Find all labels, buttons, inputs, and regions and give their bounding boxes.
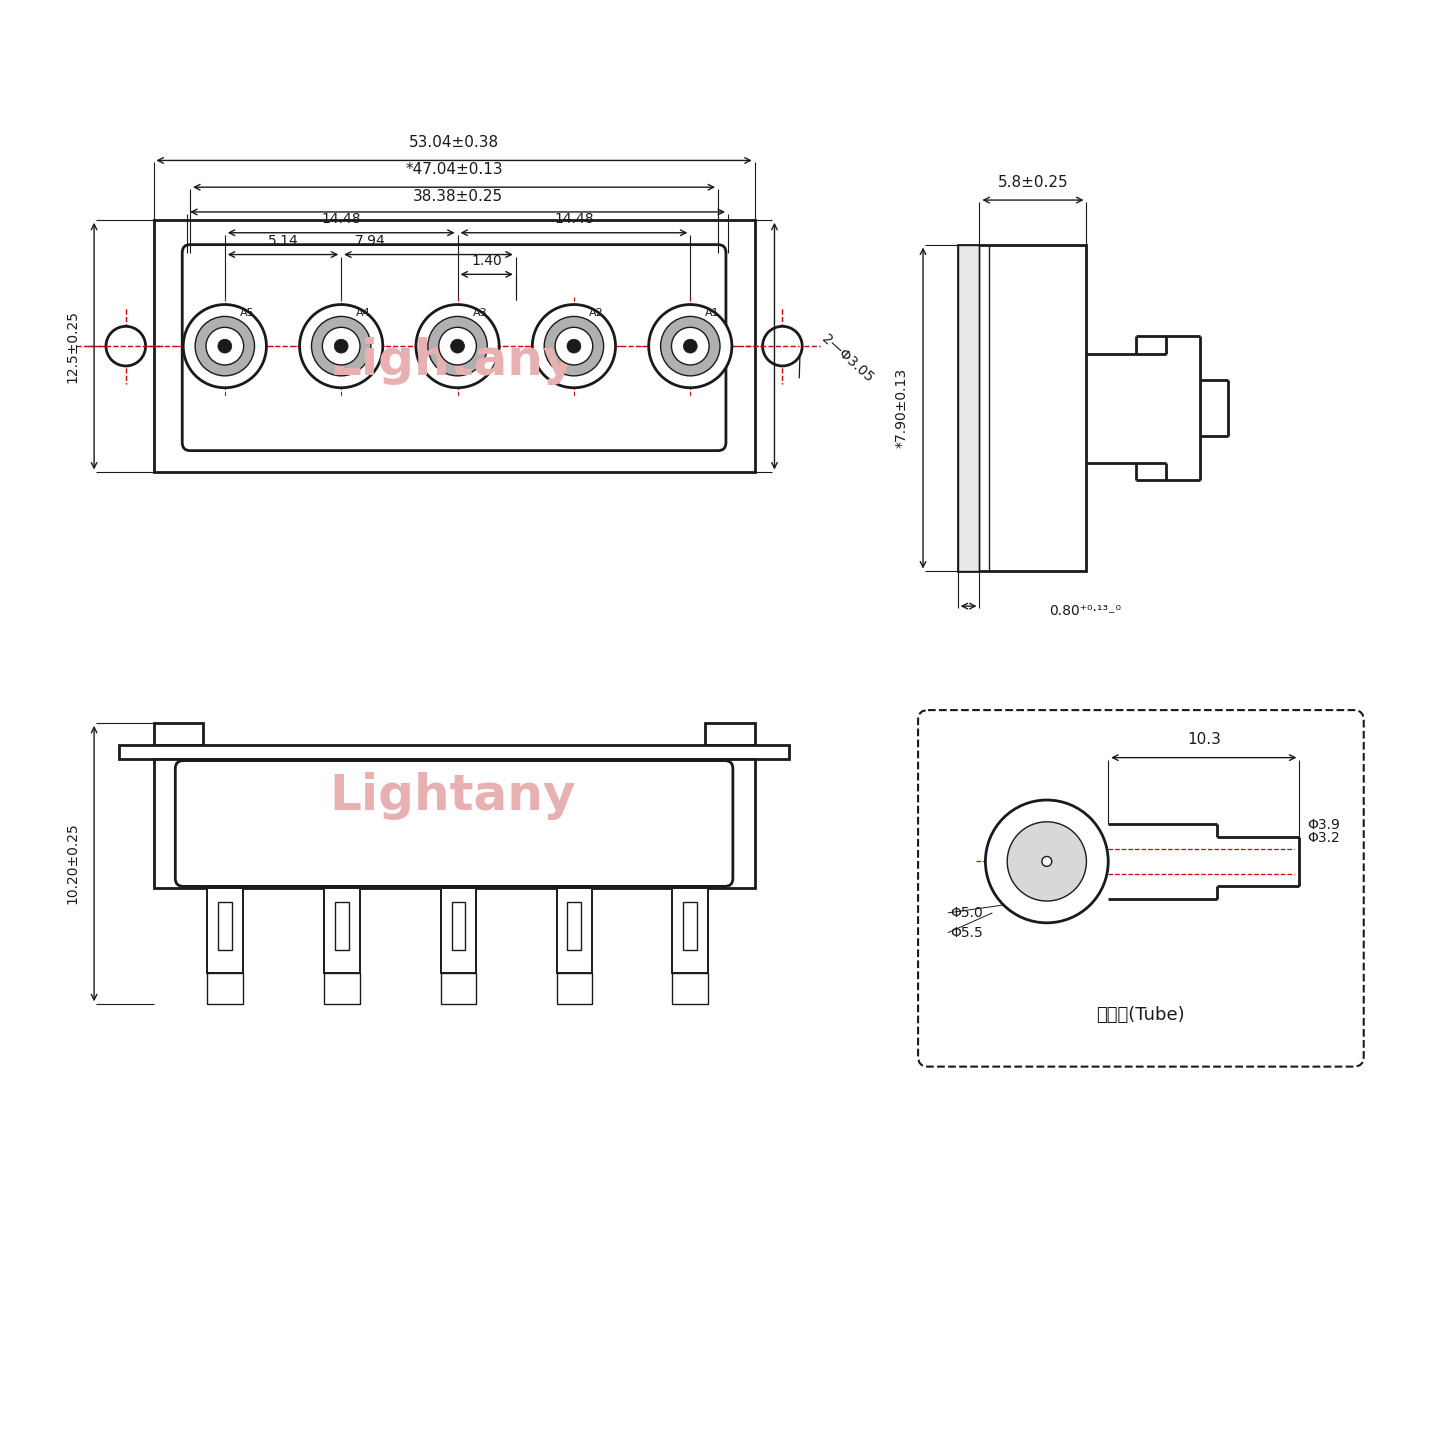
Text: Φ5.5: Φ5.5	[950, 926, 982, 940]
FancyBboxPatch shape	[176, 760, 733, 887]
Text: Φ3.9: Φ3.9	[1308, 818, 1341, 832]
Text: 7.94: 7.94	[354, 233, 386, 248]
Text: 53.04±0.38: 53.04±0.38	[409, 135, 500, 150]
Text: Lightany: Lightany	[330, 772, 576, 821]
Text: *47.04±0.13: *47.04±0.13	[405, 161, 503, 177]
Bar	[672, 888, 708, 972]
Text: 38.38±0.25: 38.38±0.25	[412, 189, 503, 203]
Bar	[207, 972, 243, 1004]
Text: 12.5±0.25: 12.5±0.25	[65, 310, 79, 383]
Bar	[120, 744, 789, 759]
Bar	[557, 972, 592, 1004]
Bar	[334, 903, 348, 950]
Bar	[441, 888, 477, 972]
Bar	[154, 759, 755, 888]
Text: Lightany: Lightany	[330, 337, 576, 384]
Circle shape	[1007, 822, 1086, 901]
Circle shape	[428, 317, 487, 376]
Text: A1: A1	[706, 308, 720, 318]
Bar	[324, 888, 360, 972]
Circle shape	[416, 304, 500, 387]
Circle shape	[554, 327, 593, 364]
Bar	[324, 972, 360, 1004]
Text: 1.40: 1.40	[471, 255, 503, 268]
Bar	[684, 903, 697, 950]
Text: A2: A2	[589, 308, 603, 318]
Text: 14.48: 14.48	[554, 212, 593, 226]
Bar	[154, 723, 203, 744]
Circle shape	[661, 317, 720, 376]
Bar	[672, 972, 708, 1004]
Circle shape	[451, 340, 465, 353]
Circle shape	[533, 304, 615, 387]
Text: A5: A5	[239, 308, 255, 318]
Text: 5.14: 5.14	[268, 233, 298, 248]
Bar	[217, 903, 232, 950]
Text: 5.8±0.25: 5.8±0.25	[998, 174, 1068, 190]
Circle shape	[567, 340, 580, 353]
Circle shape	[323, 327, 360, 364]
Bar	[154, 220, 755, 472]
Text: Φ5.0: Φ5.0	[950, 906, 982, 920]
Circle shape	[183, 304, 266, 387]
Text: *7.90±0.13: *7.90±0.13	[894, 369, 909, 448]
Text: A3: A3	[472, 308, 487, 318]
Bar	[441, 972, 477, 1004]
Circle shape	[763, 327, 802, 366]
Circle shape	[648, 304, 732, 387]
Bar	[706, 723, 755, 744]
Text: 10.3: 10.3	[1187, 733, 1221, 747]
Circle shape	[684, 340, 697, 353]
Circle shape	[206, 327, 243, 364]
Circle shape	[107, 327, 145, 366]
Text: 0.80⁺⁰·¹³₋⁰: 0.80⁺⁰·¹³₋⁰	[1048, 603, 1120, 618]
Circle shape	[671, 327, 708, 364]
Bar	[452, 903, 465, 950]
FancyBboxPatch shape	[183, 245, 726, 451]
Circle shape	[217, 340, 232, 353]
Bar	[207, 888, 243, 972]
Text: A4: A4	[356, 308, 370, 318]
Text: 屏蔽管(Tube): 屏蔽管(Tube)	[1097, 1007, 1185, 1024]
Circle shape	[300, 304, 383, 387]
Circle shape	[439, 327, 477, 364]
Circle shape	[544, 317, 603, 376]
Circle shape	[334, 340, 348, 353]
Bar	[958, 245, 1086, 572]
Circle shape	[311, 317, 372, 376]
Text: 2—Φ3.05: 2—Φ3.05	[819, 331, 876, 384]
Bar	[958, 245, 979, 572]
Bar	[567, 903, 582, 950]
Text: 14.48: 14.48	[321, 212, 361, 226]
FancyBboxPatch shape	[919, 710, 1364, 1067]
Text: Φ3.2: Φ3.2	[1308, 831, 1341, 845]
Circle shape	[194, 317, 255, 376]
Text: 10.20±0.25: 10.20±0.25	[65, 822, 79, 904]
Circle shape	[1043, 857, 1051, 867]
Bar	[557, 888, 592, 972]
Circle shape	[985, 801, 1109, 923]
